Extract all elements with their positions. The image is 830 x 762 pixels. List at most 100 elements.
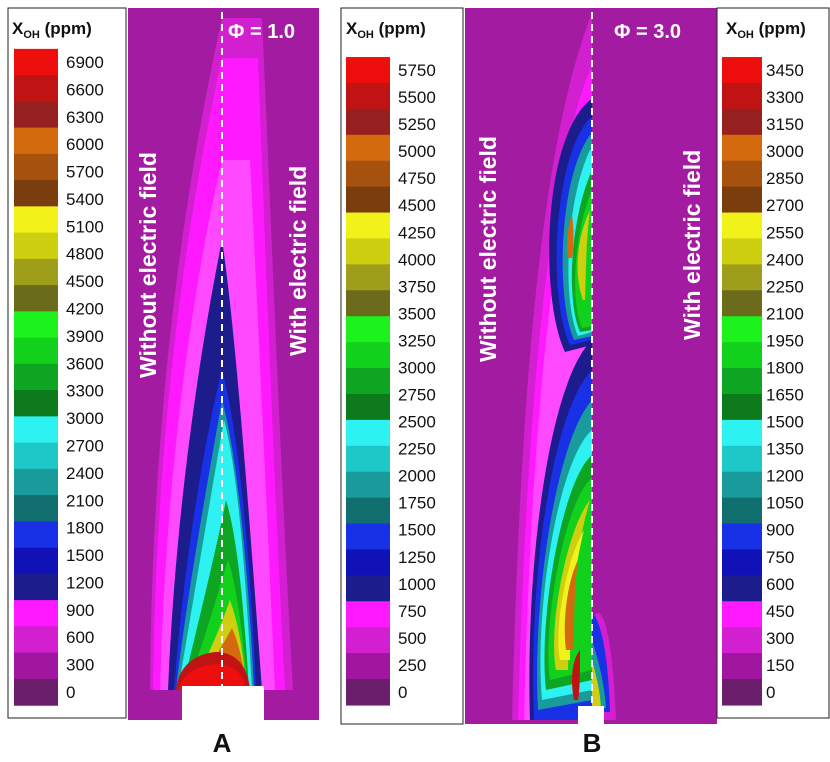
legend-swatch — [722, 82, 762, 110]
legend-tick-label: 4500 — [398, 196, 436, 215]
legend-swatch — [14, 626, 58, 654]
legend-swatch — [346, 238, 390, 265]
legend-swatch — [346, 342, 390, 369]
legend-swatch — [346, 471, 390, 499]
panel-a-flame — [150, 18, 293, 690]
legend-tick-label: 1500 — [398, 521, 436, 540]
legend-tick-label: 3300 — [766, 88, 804, 107]
legend-swatch — [346, 264, 390, 291]
legend-swatch — [346, 134, 390, 162]
legend-swatch — [722, 186, 762, 214]
legend-tick-label: 2100 — [766, 304, 804, 323]
legend-tick-label: 2000 — [398, 467, 436, 486]
legend-swatch — [346, 186, 390, 214]
legend-a-title: XOH (ppm) — [12, 19, 92, 41]
legend-tick-label: 300 — [66, 656, 94, 675]
legend-swatch — [722, 238, 762, 265]
legend-swatch — [14, 337, 58, 365]
legend-tick-label: 6900 — [66, 53, 104, 72]
legend-tick-label: 2850 — [766, 169, 804, 188]
legend-swatch — [722, 160, 762, 188]
legend-tick-label: 4200 — [66, 300, 104, 319]
legend-tick-label: 3450 — [766, 61, 804, 80]
legend-tick-label: 3000 — [398, 358, 436, 377]
legend-swatch — [722, 419, 762, 447]
legend-tick-label: 1250 — [398, 548, 436, 567]
legend-tick-label: 0 — [66, 683, 75, 702]
legend-c: XOH (ppm) 345033003150300028502700255024… — [716, 7, 830, 719]
legend-swatch — [722, 342, 762, 369]
legend-tick-label: 1050 — [766, 494, 804, 513]
legend-tick-label: 6000 — [66, 135, 104, 154]
legend-swatch — [14, 678, 58, 706]
legend-tick-label: 2250 — [766, 277, 804, 296]
legend-tick-label: 2250 — [398, 440, 436, 459]
legend-tick-label: 300 — [766, 629, 794, 648]
legend-swatch — [14, 232, 58, 260]
legend-swatch — [346, 419, 390, 447]
legend-tick-label: 1750 — [398, 494, 436, 513]
legend-swatch — [14, 75, 58, 102]
legend-swatch — [346, 497, 390, 525]
legend-tick-label: 4750 — [398, 169, 436, 188]
panel-b-flame-left — [512, 18, 592, 720]
legend-tick-label: 5100 — [66, 217, 104, 236]
legend-a-ticks: 6900660063006000570054005100480045004200… — [66, 53, 104, 702]
legend-tick-label: 5000 — [398, 142, 436, 161]
legend-swatch — [722, 57, 762, 84]
legend-swatch — [14, 573, 58, 601]
legend-swatch — [346, 57, 390, 84]
legend-tick-label: 2750 — [398, 386, 436, 405]
legend-tick-label: 750 — [766, 548, 794, 567]
legend-swatch — [346, 575, 390, 602]
legend-swatch — [346, 601, 390, 628]
legend-tick-label: 5700 — [66, 163, 104, 182]
legend-tick-label: 3150 — [766, 115, 804, 134]
legend-swatch — [722, 575, 762, 602]
legend-tick-label: 3000 — [66, 409, 104, 428]
legend-b-title: XOH (ppm) — [346, 19, 426, 41]
legend-tick-label: 3500 — [398, 304, 436, 323]
legend-tick-label: 2700 — [766, 196, 804, 215]
panel-a-left-text: Without electric field — [135, 152, 161, 378]
legend-tick-label: 5500 — [398, 88, 436, 107]
legend-tick-label: 250 — [398, 656, 426, 675]
legend-swatch — [14, 390, 58, 417]
legend-tick-label: 3000 — [766, 142, 804, 161]
legend-tick-label: 4800 — [66, 245, 104, 264]
legend-swatch — [14, 127, 58, 155]
legend-c-colorbar — [722, 57, 762, 706]
legend-swatch — [14, 180, 58, 207]
legend-swatch — [722, 212, 762, 240]
legend-swatch — [14, 547, 58, 575]
legend-tick-label: 450 — [766, 602, 794, 621]
legend-swatch — [722, 445, 762, 473]
legend-swatch — [722, 471, 762, 499]
legend-tick-label: 1200 — [766, 467, 804, 486]
legend-tick-label: 1350 — [766, 440, 804, 459]
legend-tick-label: 2500 — [398, 413, 436, 432]
legend-swatch — [722, 679, 762, 706]
legend-b: XOH (ppm) 575055005250500047504500425040… — [340, 7, 464, 725]
panel-a-label: A — [213, 728, 232, 758]
legend-swatch — [346, 627, 390, 654]
legend-tick-label: 4250 — [398, 223, 436, 242]
legend-tick-label: 6300 — [66, 108, 104, 127]
panel-a-right-text: With electric field — [285, 166, 311, 356]
legend-swatch — [346, 523, 390, 551]
legend-swatch — [346, 445, 390, 473]
legend-swatch — [722, 134, 762, 162]
legend-tick-label: 1800 — [766, 358, 804, 377]
panel-b: Φ = 3.0 Without electric field With elec… — [465, 8, 717, 758]
legend-tick-label: 3300 — [66, 382, 104, 401]
legend-tick-label: 2700 — [66, 436, 104, 455]
legend-swatch — [346, 393, 390, 421]
legend-c-ticks: 3450330031503000285027002550240022502100… — [766, 61, 804, 702]
legend-tick-label: 2400 — [66, 464, 104, 483]
legend-swatch — [722, 393, 762, 421]
legend-swatch — [722, 264, 762, 291]
legend-tick-label: 900 — [66, 601, 94, 620]
legend-swatch — [346, 290, 390, 317]
legend-tick-label: 3600 — [66, 354, 104, 373]
legend-swatch — [14, 153, 58, 181]
